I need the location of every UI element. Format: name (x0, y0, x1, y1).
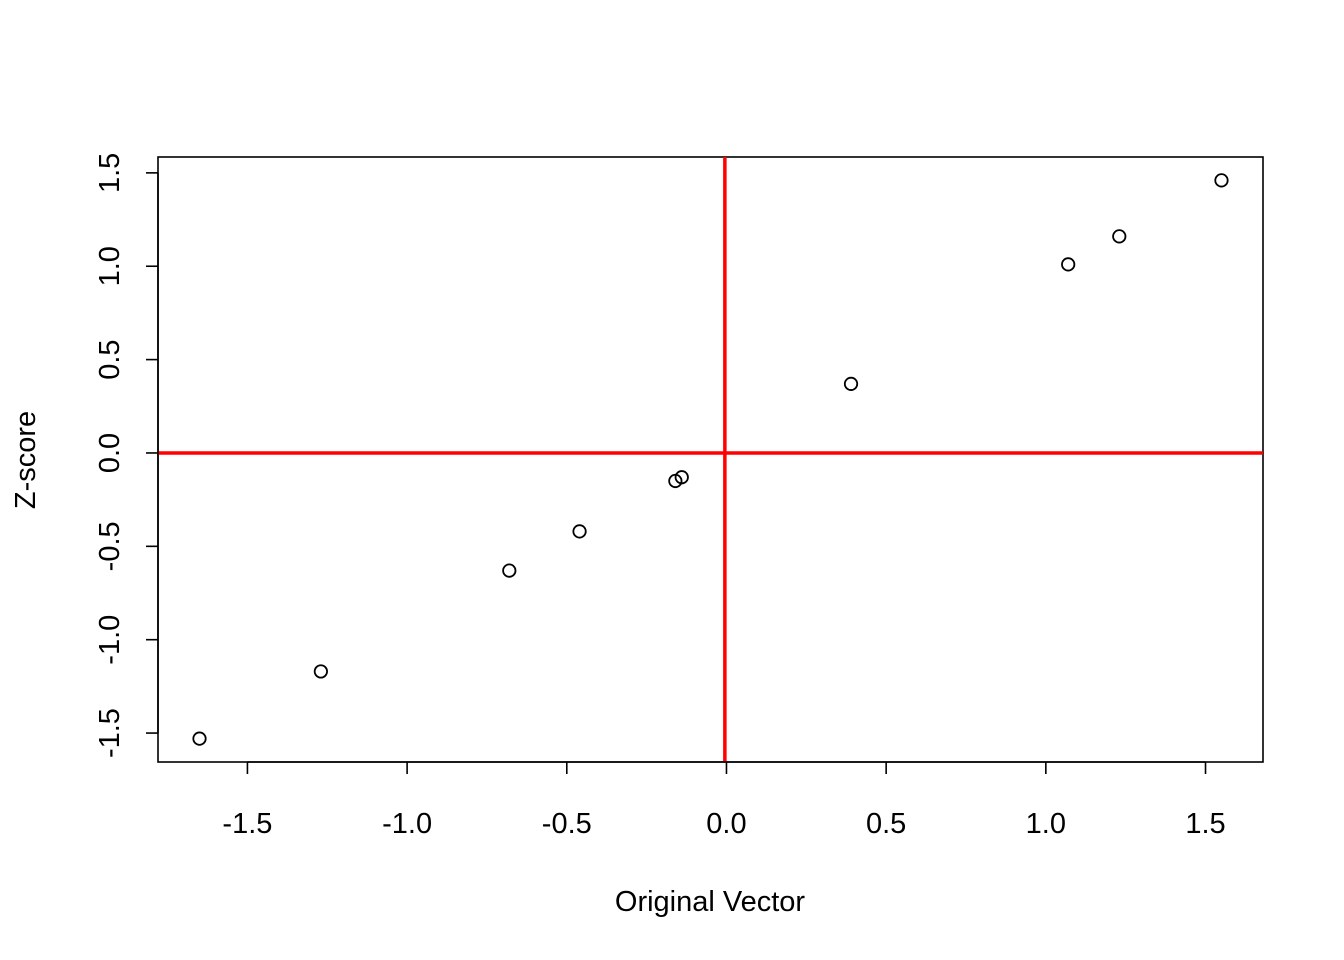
data-point (843, 376, 859, 391)
x-tick-label: -1.5 (222, 808, 272, 840)
y-axis-title: Z-score (10, 411, 42, 509)
x-axis-title: Original Vector (615, 886, 806, 918)
y-tick-label: -1.5 (94, 708, 126, 758)
y-tick-label: 0.5 (94, 339, 126, 379)
x-tick-label: 0.5 (866, 808, 906, 840)
reference-lines (158, 157, 1263, 762)
data-point (1214, 173, 1229, 188)
x-tick-label: 0.0 (706, 808, 746, 840)
x-tick-label: 1.5 (1185, 808, 1225, 840)
plot-frame (157, 156, 1264, 763)
y-axis: -1.5 -1.0 -0.5 0.0 0.5 1.0 1.5 (94, 153, 159, 758)
x-tick-label: -0.5 (542, 808, 592, 840)
y-tick-label: 0.0 (94, 433, 126, 473)
data-point (572, 524, 587, 539)
y-tick-label: -1.0 (94, 615, 126, 665)
data-point (313, 664, 328, 679)
data-point (1112, 229, 1127, 244)
data-point (192, 731, 207, 746)
x-tick-label: 1.0 (1026, 808, 1066, 840)
data-point (1061, 257, 1076, 272)
y-tick-label: 1.5 (94, 153, 126, 193)
data-point (502, 563, 517, 578)
x-tick-label: -1.0 (382, 808, 432, 840)
data-points (192, 173, 1229, 746)
x-axis: -1.5 -1.0 -0.5 0.0 0.5 1.0 1.5 (222, 761, 1226, 840)
y-tick-label: 1.0 (94, 246, 126, 286)
data-point (674, 470, 689, 485)
y-tick-label: -0.5 (94, 521, 126, 571)
